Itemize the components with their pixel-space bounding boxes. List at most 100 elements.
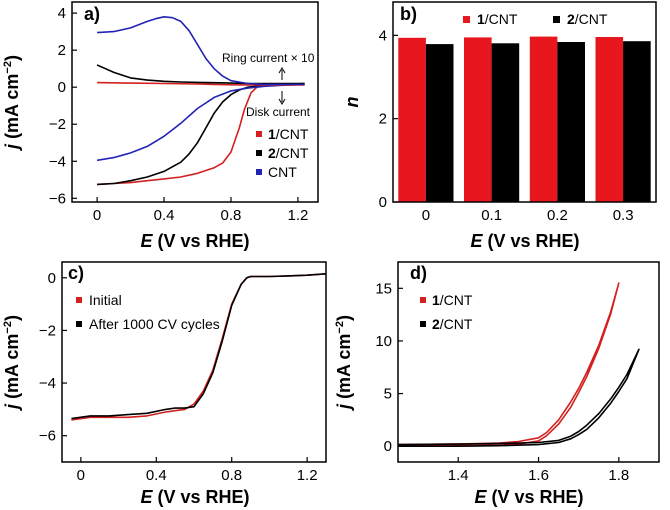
legend-swatch-1-cnt [256,131,262,137]
panel-a: 0 0.4 0.8 1.2 −6 −4 −2 0 2 4 a) Ring current × 10… [2,1,319,251]
panel-a-plot [96,16,305,186]
panel-d-plot [398,282,640,447]
panel-d-ticks: 1.4 1.6 1.8 0 5 10 15 [375,280,629,484]
legend-swatch-1-cnt-b [463,16,470,23]
panel-a-x-tick-label: 0 [93,207,101,224]
legend-label-after-cycles: After 1000 CV cycles [89,316,220,332]
legend-swatch-cnt [256,169,262,175]
panel-d-legend: 1/CNT 2/CNT [420,292,473,332]
panel-d-y-tick-label: 0 [384,438,392,455]
panel-c-ticks: 0 0.4 0.8 1.2 −6 −4 −2 0 [39,270,318,484]
panel-d-y-tick-label: 10 [375,333,392,350]
panel-c-x-tick-label: 1.2 [297,467,318,484]
panel-b-legend: 1/CNT 2/CNT [463,11,608,27]
panel-c-frame [61,261,327,463]
panel-b-x-tick-label: 0.2 [547,207,568,224]
legend-label-2-cnt-d: 2/CNT [432,316,473,332]
panel-c-label: c) [68,263,84,283]
panel-b-plot [398,36,651,203]
panel-a-x-tick-label: 0.4 [154,207,175,224]
panel-c-series-after-1000-cv-cycles [71,273,326,420]
panel-c-x-axis-label: E (V vs RHE) [140,487,249,507]
panel-d: 1.4 1.6 1.8 0 5 10 15 d) 1/CNT 2/CNT E (V vs R… [334,261,660,507]
panel-a-y-tick-label: −2 [49,116,66,133]
panel-b-bar-2-cnt-0-1 [491,43,520,203]
panel-a-series-cnt-ring [97,16,305,86]
panel-a-y-tick-label: 4 [58,5,66,22]
panel-d-x-tick-label: 1.4 [448,467,469,484]
panel-a-x-tick-label: 1.2 [287,207,308,224]
panel-d-y-tick-label: 15 [375,280,392,297]
panel-c-y-tick-label: −6 [39,428,56,445]
panel-b-bar-2-cnt-0-3 [623,41,651,203]
disk-arrow-icon [278,91,286,105]
panel-a-ticks: 0 0.4 0.8 1.2 −6 −4 −2 0 2 4 [49,5,308,224]
panel-a-x-tick-label: 0.8 [221,207,242,224]
panel-a-x-axis-label: E (V vs RHE) [140,231,249,251]
panel-c-x-tick-label: 0 [77,467,85,484]
panel-b-y-tick-label: 0 [379,194,387,211]
legend-label-cnt: CNT [268,164,297,180]
panel-c-y-tick-label: 0 [48,270,56,287]
panel-c-y-tick-label: −2 [39,322,56,339]
panel-d-frame [397,261,660,463]
panel-a-series-2-cnt [97,82,305,186]
panel-c-legend: Initial After 1000 CV cycles [76,292,220,332]
panel-c-x-tick-label: 0.4 [146,467,167,484]
panel-d-y-axis-label: j (mA cm−2) [334,315,354,411]
legend-label-1-cnt-d: 1/CNT [432,292,473,308]
panel-b-label: b) [400,4,417,24]
panel-a-y-tick-label: 2 [58,42,66,59]
legend-label-2-cnt: 2/CNT [268,145,309,161]
panel-b: 0 0.1 0.2 0.3 0 2 4 b) 1/CNT 2/CNT E (V vs RHE… [342,1,657,251]
panel-a-series-cnt [96,83,305,162]
legend-swatch-2-cnt-b [553,16,560,23]
panel-a-frame [71,1,319,203]
panel-b-bar-2-cnt-0-2 [557,42,585,202]
panel-b-y-tick-label: 2 [379,111,387,128]
panel-b-x-tick-label: 0.3 [613,207,634,224]
panel-a-series-2-cnt-ring [96,64,305,85]
panel-c-x-tick-label: 0.8 [221,467,242,484]
panel-b-ticks: 0 0.1 0.2 0.3 0 2 4 [379,27,634,224]
panel-d-label: d) [410,263,427,283]
panel-d-x-tick-label: 1.8 [608,467,629,484]
ring-arrow-icon [278,67,286,80]
panel-b-bar-1-cnt-0-3 [595,37,624,202]
legend-swatch-2-cnt [256,150,262,156]
legend-label-2-cnt-b: 2/CNT [567,11,608,27]
panel-a-legend: 1/CNT 2/CNT CNT [256,126,309,180]
panel-d-series-1-cnt [398,282,620,447]
panel-a-y-tick-label: −6 [49,190,66,207]
panel-c: 0 0.4 0.8 1.2 −6 −4 −2 0 c) Initial After 1000 … [2,261,327,507]
legend-label-1-cnt-b: 1/CNT [477,11,518,27]
legend-swatch-initial [76,297,82,303]
legend-swatch-1-cnt-d [420,297,426,303]
panel-c-plot [71,273,326,421]
panel-d-y-tick-label: 5 [384,386,392,403]
disk-current-annotation: Disk current [246,105,311,119]
panel-d-x-axis-label: E (V vs RHE) [474,487,583,507]
ring-current-annotation: Ring current × 10 [222,51,315,65]
panel-b-bar-2-cnt-0 [425,44,454,202]
panel-b-x-tick-label: 0.1 [481,207,502,224]
panel-b-frame [392,1,657,203]
panel-a-label: a) [84,4,100,24]
panel-b-x-tick-label: 0 [422,207,430,224]
panel-b-x-axis-label: E (V vs RHE) [470,231,579,251]
panel-b-bar-1-cnt-0-2 [529,36,558,202]
legend-label-initial: Initial [89,292,122,308]
legend-swatch-2-cnt-d [420,321,426,327]
panel-c-y-axis-label: j (mA cm−2) [2,315,22,411]
panel-a-y-tick-label: −4 [49,153,66,170]
panel-b-y-tick-label: 4 [379,27,387,44]
panel-b-bar-1-cnt-0-1 [464,37,492,203]
panel-d-series-2-cnt [398,348,640,447]
legend-swatch-after-cycles [76,321,82,327]
panel-d-x-tick-label: 1.6 [528,467,549,484]
panel-b-bar-1-cnt-0 [398,37,426,202]
panel-c-y-tick-label: −4 [39,375,56,392]
panel-b-y-axis-label: n [342,97,362,108]
legend-label-1-cnt: 1/CNT [268,126,309,142]
